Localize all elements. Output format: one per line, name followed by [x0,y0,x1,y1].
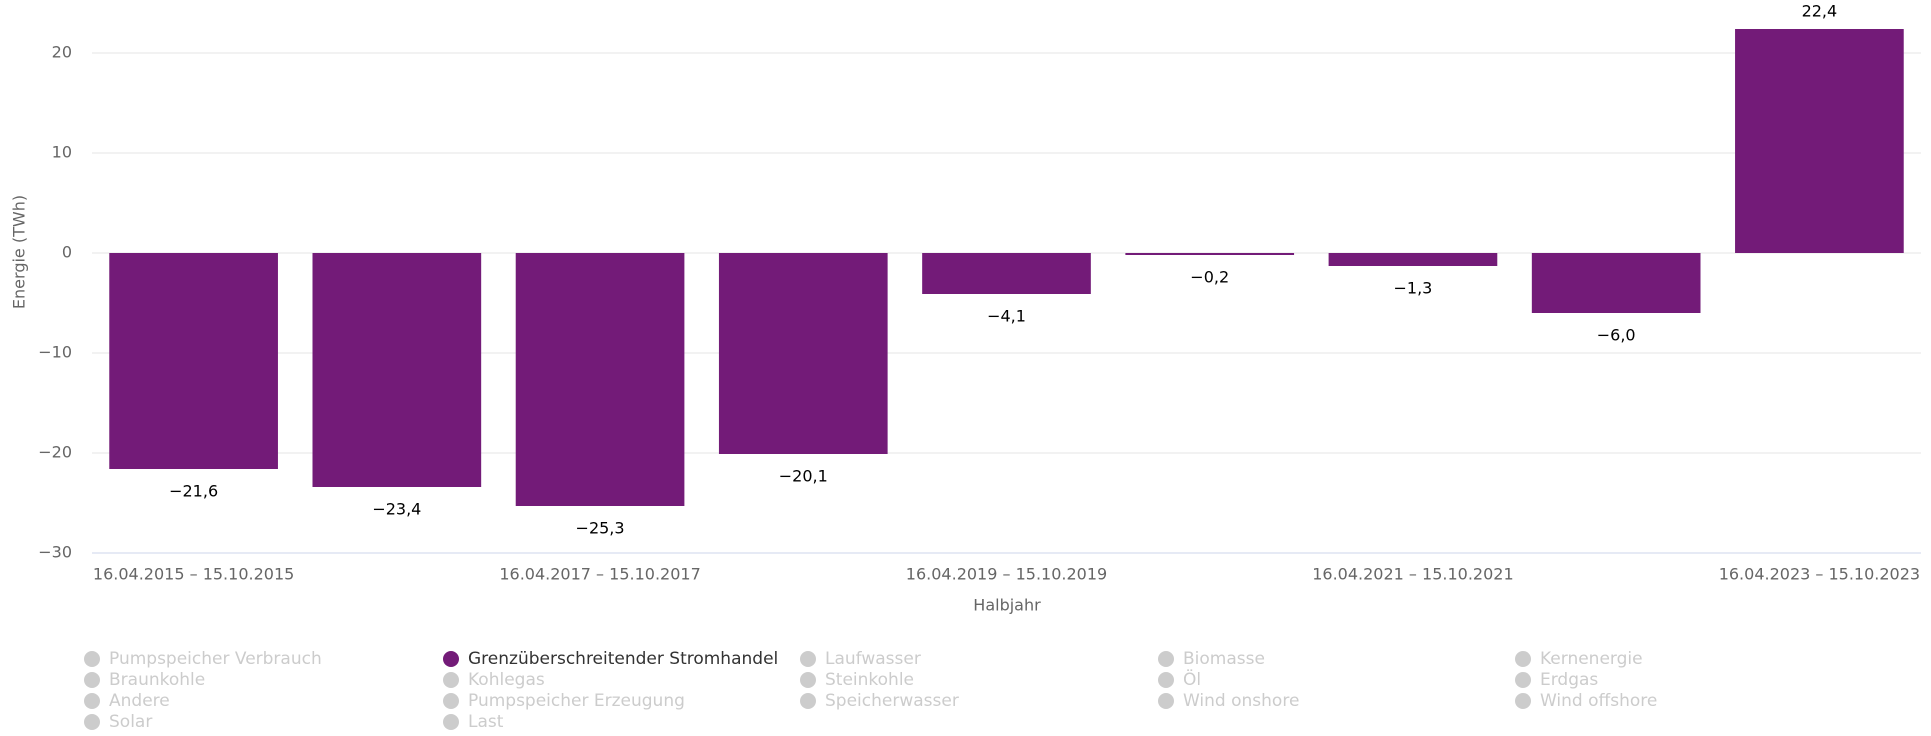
legend-label[interactable]: Erdgas [1540,670,1598,690]
x-tick-label: 16.04.2019 – 15.10.2019 [906,565,1107,584]
bar [1125,253,1295,255]
value-label: −4,1 [987,307,1026,326]
value-label: −0,2 [1190,268,1229,287]
bar [1328,253,1498,266]
legend-label[interactable]: Öl [1183,668,1201,690]
x-axis-title: Halbjahr [973,596,1041,615]
legend-marker[interactable] [443,714,459,730]
legend-label[interactable]: Wind onshore [1183,691,1299,711]
legend-marker[interactable] [1515,651,1531,667]
legend-marker[interactable] [84,672,100,688]
x-tick-label: 16.04.2017 – 15.10.2017 [499,565,700,584]
legend-marker[interactable] [1515,693,1531,709]
legend-label[interactable]: Grenzüberschreitender Stromhandel [468,649,778,669]
legend-label[interactable]: Steinkohle [825,670,914,690]
legend-marker[interactable] [1158,672,1174,688]
value-label: −20,1 [779,467,828,486]
value-label: −25,3 [576,519,625,538]
legend-label[interactable]: Laufwasser [825,649,921,669]
legend-label[interactable]: Kernenergie [1540,649,1643,669]
legend-marker[interactable] [443,693,459,709]
legend-marker[interactable] [1158,693,1174,709]
y-tick-label: 0 [62,243,72,262]
legend-label[interactable]: Speicherwasser [825,691,959,711]
legend-marker[interactable] [443,651,459,667]
legend-label[interactable]: Andere [109,691,170,711]
value-label: −6,0 [1597,326,1636,345]
legend-label[interactable]: Pumpspeicher Verbrauch [109,649,322,669]
bar [1735,29,1904,253]
legend-marker[interactable] [84,714,100,730]
value-label: −1,3 [1394,279,1433,298]
bar [1531,253,1701,313]
x-tick-label: 16.04.2021 – 15.10.2021 [1312,565,1513,584]
value-label: 22,4 [1802,2,1838,21]
y-tick-label: −10 [38,343,72,362]
legend-marker[interactable] [1158,651,1174,667]
value-label: −23,4 [372,500,421,519]
legend-label[interactable]: Wind offshore [1540,691,1657,711]
legend-label[interactable]: Last [468,712,504,732]
legend-marker[interactable] [800,651,816,667]
legend-marker[interactable] [800,672,816,688]
legend-label[interactable]: Pumpspeicher Erzeugung [468,691,685,711]
legend-label[interactable]: Biomasse [1183,649,1265,669]
y-tick-label: −20 [38,443,72,462]
bar [312,253,482,487]
legend-label[interactable]: Braunkohle [109,670,205,690]
legend-label[interactable]: Kohlegas [468,670,545,690]
legend-marker[interactable] [800,693,816,709]
legend-label[interactable]: Solar [109,712,152,732]
x-tick-label: 16.04.2015 – 15.10.2015 [93,565,294,584]
y-axis-title: Energie (TWh) [10,195,29,309]
legend-marker[interactable] [443,672,459,688]
bar [109,253,278,469]
bar [718,253,888,454]
legend-marker[interactable] [1515,672,1531,688]
legend-marker[interactable] [84,651,100,667]
bar [922,253,1091,294]
x-tick-label: 16.04.2023 – 15.10.2023 [1719,565,1920,584]
legend-marker[interactable] [84,693,100,709]
value-label: −21,6 [169,482,218,501]
bar [515,253,685,506]
y-tick-label: −30 [38,543,72,562]
y-tick-label: 10 [52,143,72,162]
y-tick-label: 20 [52,43,72,62]
